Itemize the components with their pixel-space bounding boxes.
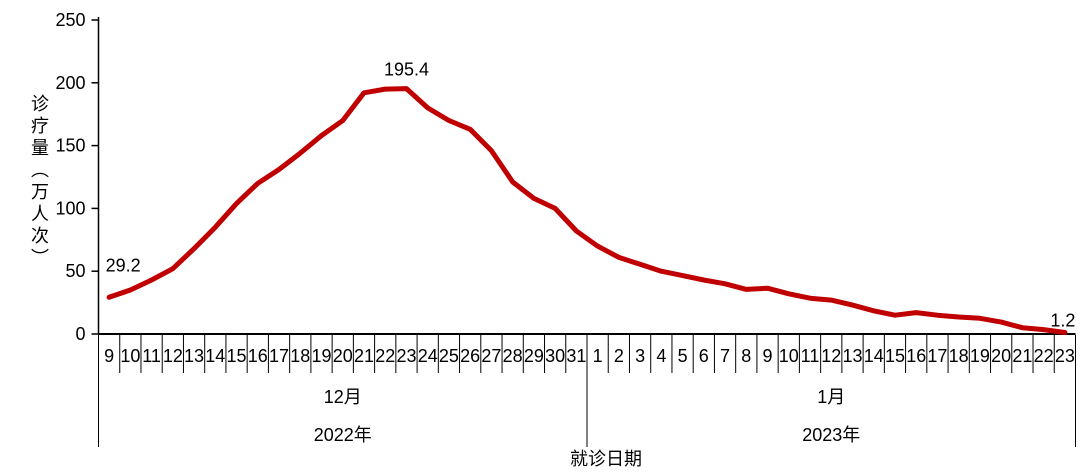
- x-tick-label: 21: [1012, 346, 1032, 366]
- x-tick-label: 13: [842, 346, 862, 366]
- year-label: 2023年: [802, 425, 860, 445]
- x-tick-label: 12: [821, 346, 841, 366]
- x-tick-label: 24: [418, 346, 438, 366]
- x-tick-label: 20: [991, 346, 1011, 366]
- x-tick-label: 1: [593, 346, 603, 366]
- x-tick-label: 14: [205, 346, 225, 366]
- x-tick-label: 19: [970, 346, 990, 366]
- x-tick-label: 29: [524, 346, 544, 366]
- x-tick-label: 30: [545, 346, 565, 366]
- y-axis-title: 诊疗量（万人次）: [29, 94, 49, 270]
- x-tick-label: 15: [227, 346, 247, 366]
- month-label: 1月: [817, 387, 845, 407]
- month-label: 12月: [324, 387, 362, 407]
- x-tick-label: 8: [741, 346, 751, 366]
- x-tick-label: 11: [142, 346, 161, 366]
- x-tick-label: 12: [163, 346, 183, 366]
- y-tick-label: 100: [55, 198, 85, 218]
- x-tick-label: 10: [779, 346, 799, 366]
- x-tick-label: 18: [290, 346, 310, 366]
- x-tick-label: 2: [614, 346, 624, 366]
- x-tick-label: 10: [120, 346, 140, 366]
- x-tick-label: 22: [1034, 346, 1054, 366]
- x-tick-label: 23: [396, 346, 416, 366]
- y-tick-label: 50: [65, 261, 85, 281]
- x-tick-label: 16: [248, 346, 268, 366]
- x-tick-label: 11: [801, 346, 820, 366]
- x-tick-label: 23: [1055, 346, 1075, 366]
- x-tick-label: 16: [906, 346, 926, 366]
- x-tick-label: 17: [927, 346, 947, 366]
- x-tick-label: 22: [375, 346, 395, 366]
- x-tick-label: 18: [949, 346, 969, 366]
- x-tick-label: 19: [311, 346, 331, 366]
- x-tick-label: 7: [720, 346, 730, 366]
- x-tick-label: 31: [566, 346, 586, 366]
- data-label: 29.2: [106, 255, 141, 275]
- x-tick-label: 15: [885, 346, 905, 366]
- data-label: 195.4: [384, 60, 429, 80]
- x-tick-label: 4: [656, 346, 666, 366]
- x-tick-label: 17: [269, 346, 289, 366]
- y-tick-label: 150: [55, 136, 85, 156]
- x-tick-label: 26: [460, 346, 480, 366]
- data-label: 1.2: [1050, 310, 1075, 330]
- y-tick-label: 200: [55, 73, 85, 93]
- x-tick-label: 9: [104, 346, 114, 366]
- y-tick-label: 250: [55, 10, 85, 30]
- x-tick-label: 27: [481, 346, 501, 366]
- x-tick-label: 9: [763, 346, 773, 366]
- year-label: 2022年: [314, 425, 372, 445]
- x-tick-label: 25: [439, 346, 459, 366]
- series-line: [106, 86, 1068, 335]
- x-tick-label: 14: [864, 346, 884, 366]
- x-tick-label: 20: [333, 346, 353, 366]
- x-tick-label: 13: [184, 346, 204, 366]
- x-tick-label: 5: [678, 346, 688, 366]
- x-axis-title: 就诊日期: [570, 449, 642, 469]
- x-tick-label: 28: [503, 346, 523, 366]
- x-tick-label: 3: [635, 346, 645, 366]
- x-tick-label: 6: [699, 346, 709, 366]
- y-tick-label: 0: [75, 324, 85, 344]
- x-tick-label: 21: [354, 346, 374, 366]
